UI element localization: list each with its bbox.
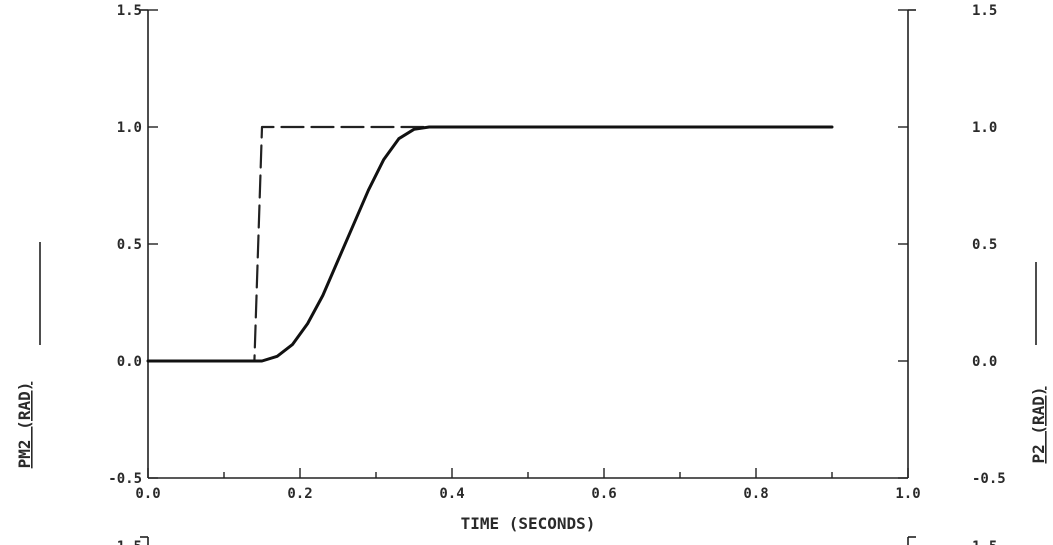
y-axis-title-left: PM2 (RAD): [15, 382, 34, 469]
y-tick-label-right: 0.5: [972, 237, 997, 253]
y-tick-label-left: 1.0: [117, 120, 142, 136]
y-tick-label-right: 1.5: [972, 3, 997, 19]
ticks: [147, 9, 909, 479]
labels: 0.0 0.2 0.4 0.6 0.8 1.0-0.5 -0.50.0 0.00.5 0.51.…: [108, 3, 1005, 545]
x-axis-title: TIME (SECONDS): [461, 514, 596, 533]
y-tick-label-left: 0.0: [117, 354, 142, 370]
y-axis-title-right: P2 (RAD): [1029, 386, 1048, 463]
next-panel-label-left: 1.5: [117, 539, 142, 545]
x-tick-label: 0.6: [591, 486, 616, 502]
next-panel-label-right: 1.5: [972, 539, 997, 545]
y-tick-label-left: 1.5: [117, 3, 142, 19]
y-tick-label-left: -0.5: [108, 471, 142, 487]
y-tick-label-right: 1.0: [972, 120, 997, 136]
series-solid-line: [146, 125, 834, 363]
x-tick-label: 0.4: [439, 486, 464, 502]
x-tick-label: 0.8: [743, 486, 768, 502]
y-tick-label-right: 0.0: [972, 354, 997, 370]
x-tick-label: 0.2: [287, 486, 312, 502]
series-group: [146, 125, 834, 363]
x-tick-label: 1.0: [895, 486, 920, 502]
y-tick-label-left: 0.5: [117, 237, 142, 253]
x-tick-label: 0.0: [135, 486, 160, 502]
series-dashed-line: [146, 125, 834, 363]
y-tick-label-right: -0.5: [972, 471, 1006, 487]
